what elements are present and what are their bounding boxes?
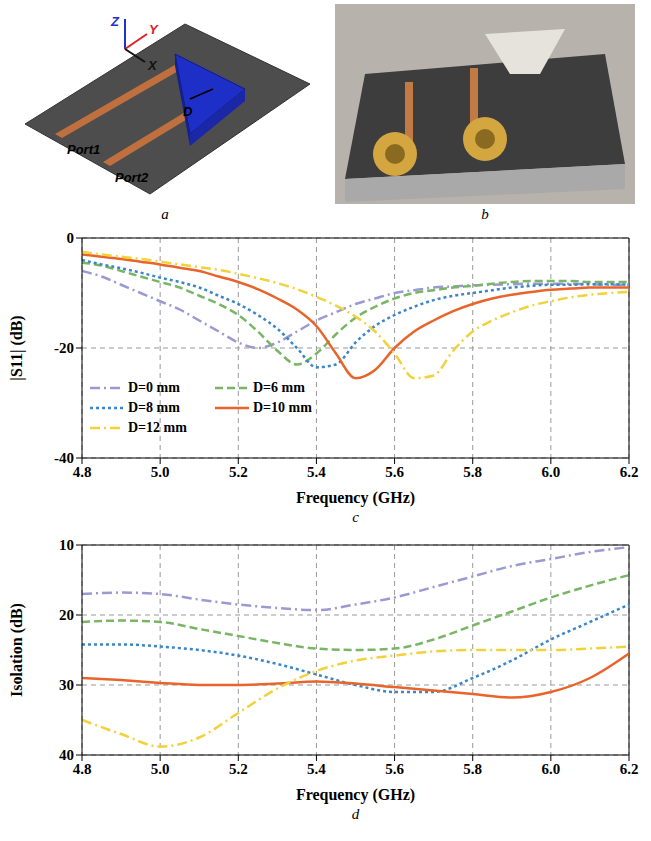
svg-text:Frequency (GHz): Frequency (GHz) xyxy=(296,786,415,804)
svg-text:Isolation (dB): Isolation (dB) xyxy=(8,603,26,697)
svg-text:6.2: 6.2 xyxy=(620,761,639,777)
svg-text:6.0: 6.0 xyxy=(541,464,560,480)
svg-text:20: 20 xyxy=(59,607,74,623)
svg-text:D: D xyxy=(183,104,193,119)
html-text:D=12 mm: D=12 mm xyxy=(128,419,187,435)
svg-text:40: 40 xyxy=(59,747,74,763)
svg-text:5.2: 5.2 xyxy=(229,761,248,777)
svg-text:Z: Z xyxy=(110,14,120,29)
html-text:D=6 mm: D=6 mm xyxy=(253,379,305,395)
svg-text:5.4: 5.4 xyxy=(307,761,326,777)
svg-text:4.8: 4.8 xyxy=(73,761,92,777)
html-text:D=8 mm: D=8 mm xyxy=(128,399,180,415)
svg-text:5.8: 5.8 xyxy=(463,464,482,480)
svg-text:5.6: 5.6 xyxy=(385,761,404,777)
svg-text:30: 30 xyxy=(59,677,74,693)
svg-text:5.8: 5.8 xyxy=(463,761,482,777)
svg-text:5.0: 5.0 xyxy=(151,761,170,777)
html-text:D=10 mm: D=10 mm xyxy=(253,399,312,415)
svg-text:6.2: 6.2 xyxy=(620,464,639,480)
svg-text:5.6: 5.6 xyxy=(385,464,404,480)
svg-text:Port2: Port2 xyxy=(115,170,149,185)
html-text:b: b xyxy=(481,206,489,222)
svg-text:|S11| (dB): |S11| (dB) xyxy=(8,315,26,380)
svg-text:5.2: 5.2 xyxy=(229,464,248,480)
svg-text:0: 0 xyxy=(67,230,75,246)
svg-text:Frequency (GHz): Frequency (GHz) xyxy=(296,489,415,507)
svg-text:-20: -20 xyxy=(54,340,74,356)
svg-text:6.0: 6.0 xyxy=(541,761,560,777)
svg-text:5.0: 5.0 xyxy=(151,464,170,480)
html-text:c: c xyxy=(352,509,359,525)
html-text:d: d xyxy=(351,806,360,822)
html-text:D=0 mm: D=0 mm xyxy=(128,379,180,395)
svg-text:Y: Y xyxy=(149,22,159,37)
svg-text:Port1: Port1 xyxy=(67,142,100,157)
svg-text:4.8: 4.8 xyxy=(73,464,92,480)
svg-text:5.4: 5.4 xyxy=(307,464,326,480)
svg-text:-40: -40 xyxy=(54,450,74,466)
svg-text:X: X xyxy=(147,58,158,73)
svg-text:10: 10 xyxy=(59,537,74,553)
html-text:a: a xyxy=(161,206,169,222)
